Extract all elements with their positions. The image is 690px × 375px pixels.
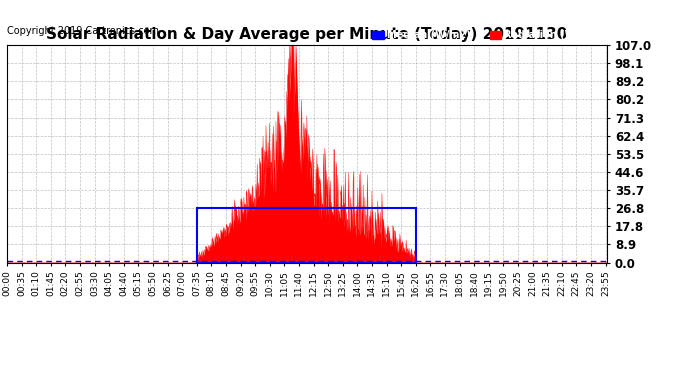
Title: Solar Radiation & Day Average per Minute (Today) 20191130: Solar Radiation & Day Average per Minute…	[46, 27, 568, 42]
Text: Copyright 2019 Cartronics.com: Copyright 2019 Cartronics.com	[7, 26, 159, 36]
Legend: Median (W/m2), Radiation (W/m2): Median (W/m2), Radiation (W/m2)	[370, 28, 602, 42]
Bar	[197, 208, 415, 262]
